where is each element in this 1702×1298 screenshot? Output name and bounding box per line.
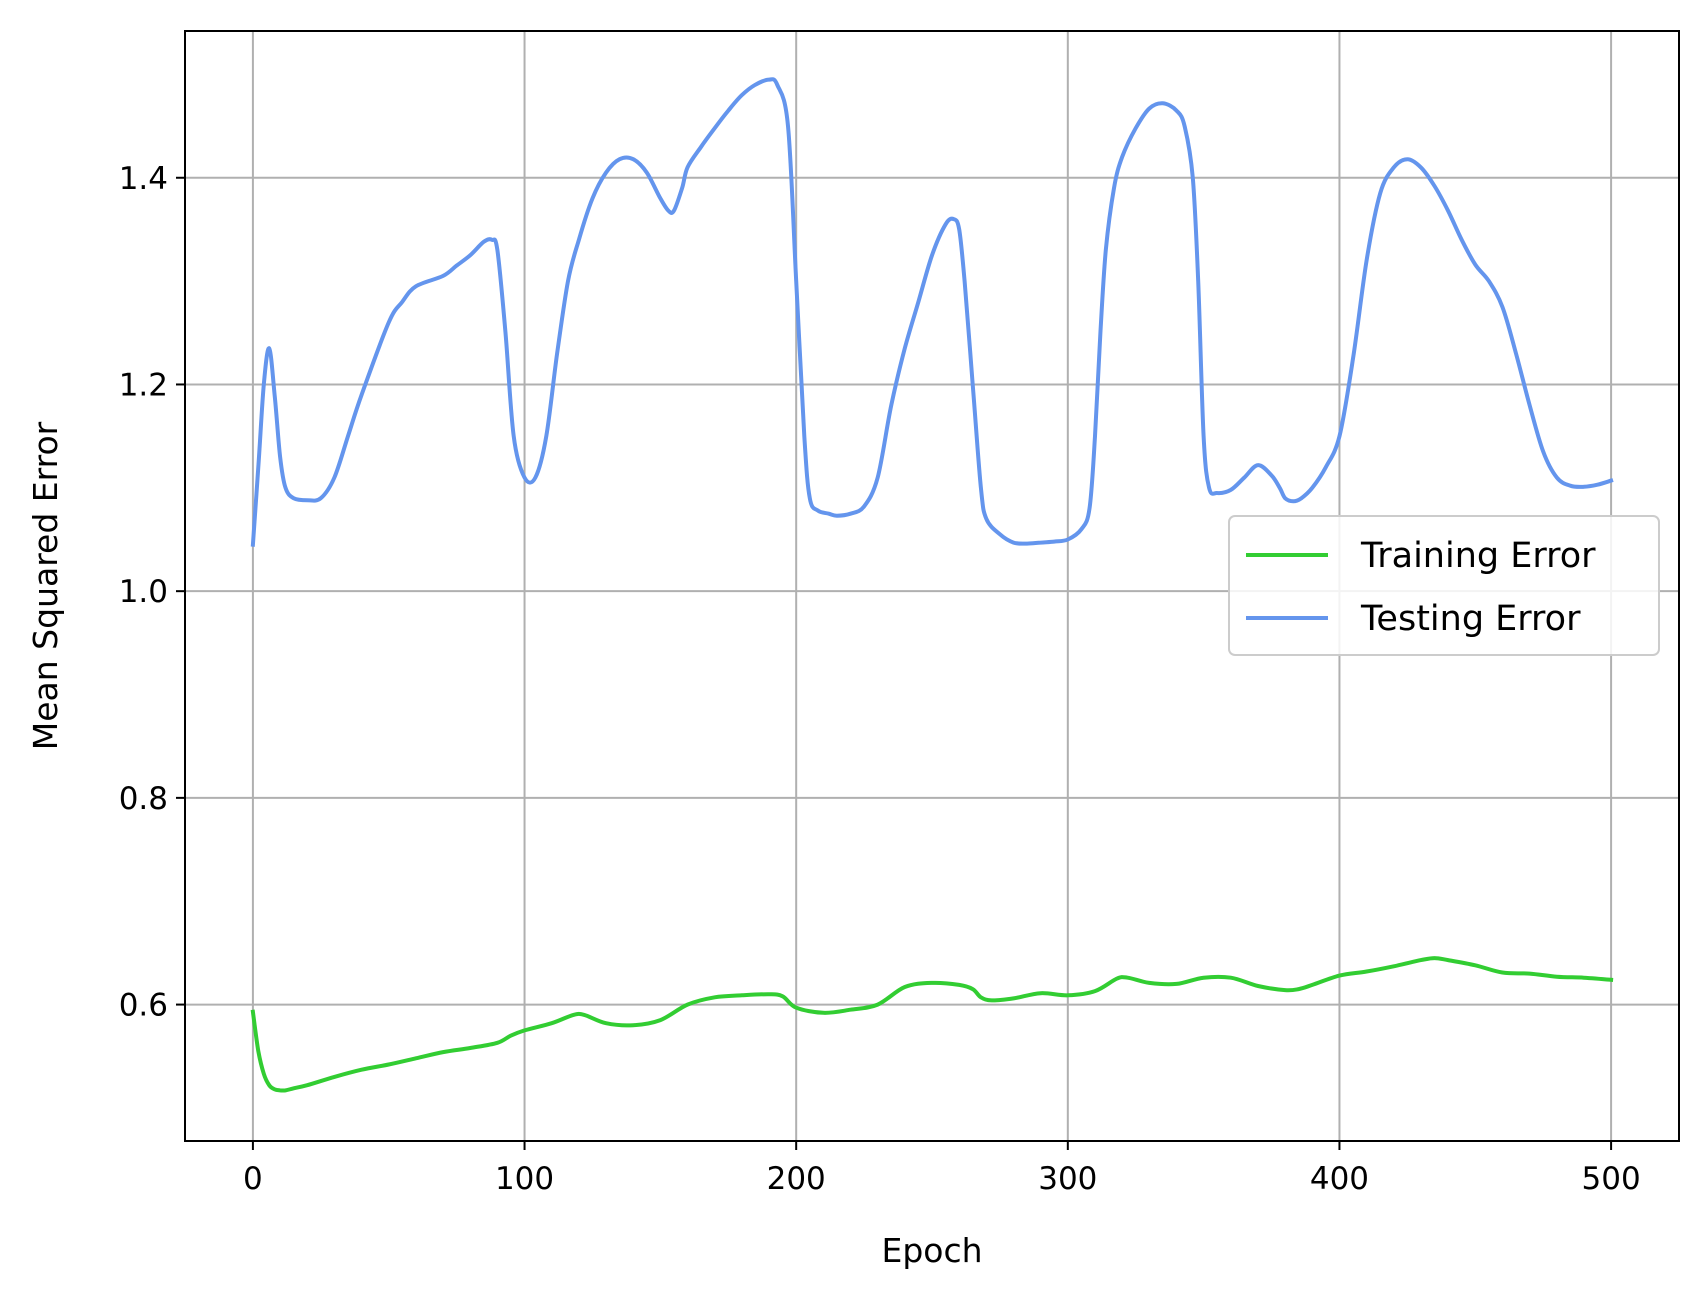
series-line-testing-error bbox=[250, 77, 1614, 547]
y-tick-label: 0.6 bbox=[119, 988, 168, 1024]
legend-frame bbox=[1228, 515, 1660, 656]
legend-label: Testing Error bbox=[1360, 599, 1581, 639]
y-tick-label: 1.4 bbox=[119, 161, 168, 197]
y-axis-label: Mean Squared Error bbox=[26, 421, 65, 750]
series-line-training-error bbox=[250, 956, 1614, 1093]
x-tick-label: 500 bbox=[1582, 1161, 1641, 1197]
x-tick-label: 300 bbox=[1038, 1161, 1097, 1197]
x-tick-label: 200 bbox=[767, 1161, 826, 1197]
y-tick-label: 0.8 bbox=[119, 781, 168, 817]
x-tick-label: 100 bbox=[495, 1161, 554, 1197]
y-tick-label: 1.0 bbox=[119, 574, 168, 610]
x-tick-label: 0 bbox=[243, 1161, 263, 1197]
series-layer bbox=[250, 77, 1614, 1093]
y-tick-label: 1.2 bbox=[119, 367, 168, 403]
x-tick-label: 400 bbox=[1310, 1161, 1369, 1197]
plot-frame bbox=[184, 30, 1680, 1142]
axis-ticks: 0 100 200 300 400 500 0.6 0.8 1.0 1.2 1.4 bbox=[119, 161, 1641, 1197]
legend: Training Error Testing Error bbox=[1228, 515, 1660, 656]
legend-label: Training Error bbox=[1360, 536, 1596, 576]
x-axis-label: Epoch bbox=[881, 1231, 982, 1270]
